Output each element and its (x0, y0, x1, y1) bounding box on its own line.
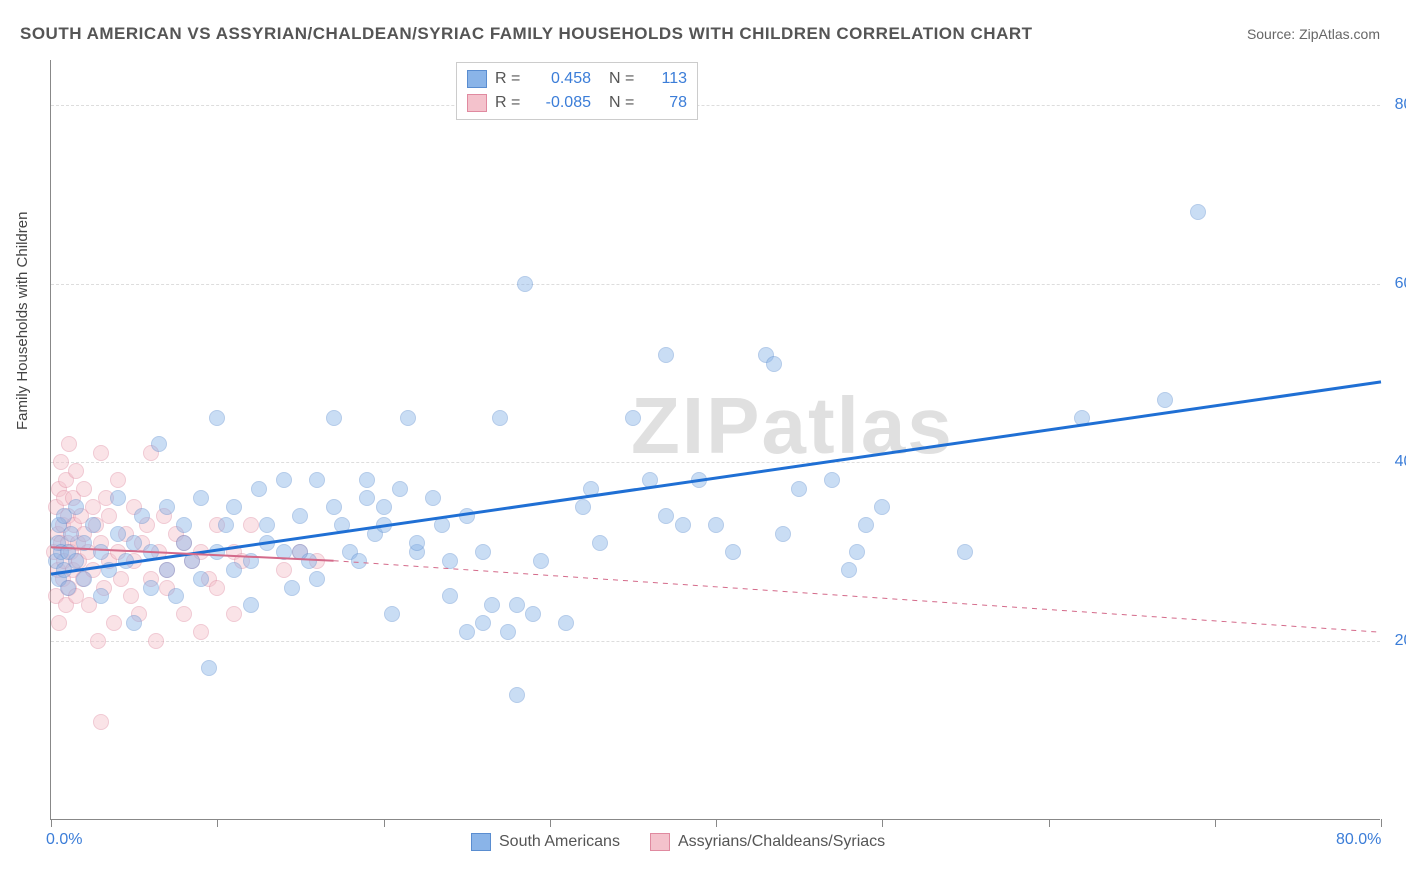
x-tick (51, 819, 52, 827)
x-tick-label: 80.0% (1336, 831, 1381, 849)
y-tick-label: 80.0% (1385, 96, 1406, 114)
chart-title: SOUTH AMERICAN VS ASSYRIAN/CHALDEAN/SYRI… (20, 24, 1033, 44)
legend-r-label: R = (495, 94, 523, 112)
legend-n-label: N = (609, 70, 639, 88)
x-tick (217, 819, 218, 827)
legend-swatch (650, 833, 670, 851)
legend-item: Assyrians/Chaldeans/Syriacs (650, 833, 885, 851)
trend-line (51, 382, 1381, 574)
trend-line-extension (334, 561, 1381, 633)
x-tick (384, 819, 385, 827)
legend-n-value: 78 (647, 94, 687, 112)
legend-r-label: R = (495, 70, 523, 88)
legend-item: South Americans (471, 833, 620, 851)
legend-r-value: 0.458 (531, 70, 591, 88)
legend-label: South Americans (499, 833, 620, 851)
legend-n-label: N = (609, 94, 639, 112)
trend-lines (51, 60, 1380, 819)
x-tick (882, 819, 883, 827)
legend-label: Assyrians/Chaldeans/Syriacs (678, 833, 885, 851)
legend-swatch (467, 94, 487, 112)
x-tick (716, 819, 717, 827)
trend-line (51, 547, 334, 560)
legend-n-value: 113 (647, 70, 687, 88)
x-tick (1049, 819, 1050, 827)
legend-swatch (471, 833, 491, 851)
legend-series: South Americans Assyrians/Chaldeans/Syria… (471, 833, 885, 851)
y-tick-label: 60.0% (1385, 275, 1406, 293)
y-axis-label: Family Households with Children (14, 212, 31, 430)
plot-area: 20.0%40.0%60.0%80.0%0.0%80.0%ZIPatlasR =… (50, 60, 1380, 820)
legend-correlation: R = 0.458 N = 113 R = -0.085 N = 78 (456, 62, 698, 120)
source-label: Source: ZipAtlas.com (1247, 26, 1380, 42)
y-tick-label: 20.0% (1385, 632, 1406, 650)
x-tick-label: 0.0% (46, 831, 82, 849)
legend-row: R = -0.085 N = 78 (467, 91, 687, 115)
x-tick (1215, 819, 1216, 827)
legend-swatch (467, 70, 487, 88)
legend-r-value: -0.085 (531, 94, 591, 112)
x-tick (550, 819, 551, 827)
y-tick-label: 40.0% (1385, 453, 1406, 471)
legend-row: R = 0.458 N = 113 (467, 67, 687, 91)
x-tick (1381, 819, 1382, 827)
